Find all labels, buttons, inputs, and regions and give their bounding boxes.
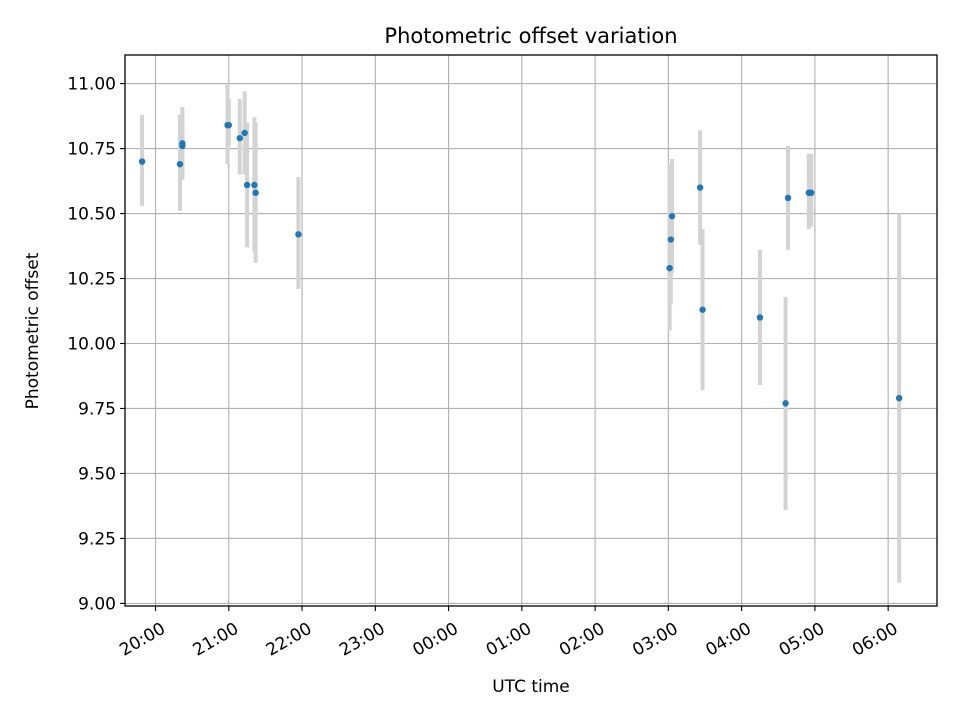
data-point <box>666 264 673 272</box>
y-tick-label: 9.50 <box>78 464 116 484</box>
y-tick-label: 9.25 <box>78 529 116 549</box>
data-point <box>668 212 676 220</box>
y-axis-ticks: 9.00 9.25 9.50 9.75 10.00 10.25 10.50 10.75 11.0… <box>67 75 125 614</box>
data-point <box>895 394 903 402</box>
data-point <box>241 129 248 137</box>
y-axis-label: Photometric offset <box>23 252 43 409</box>
y-tick-label: 10.50 <box>67 205 116 225</box>
x-tick-label: 20:00 <box>116 619 168 661</box>
data-point <box>179 142 186 150</box>
y-tick-label: 11.00 <box>67 75 116 95</box>
plot-frame <box>124 54 938 607</box>
chart-title: Photometric offset variation <box>384 24 677 48</box>
data-point <box>243 181 251 189</box>
x-tick-label: 00:00 <box>409 619 461 661</box>
data-point <box>251 181 258 189</box>
x-tick-label: 22:00 <box>263 619 315 661</box>
error-bars <box>140 83 902 583</box>
data-point <box>138 158 146 165</box>
x-tick-label: 23:00 <box>336 619 388 661</box>
data-point <box>176 160 184 168</box>
x-tick-label: 05:00 <box>776 619 828 661</box>
data-point <box>252 189 259 196</box>
y-tick-label: 9.00 <box>78 594 116 614</box>
x-tick-label: 03:00 <box>629 619 681 661</box>
data-point <box>784 194 792 202</box>
data-point <box>667 236 675 243</box>
data-point <box>295 231 302 238</box>
data-point <box>236 134 243 142</box>
data-point <box>699 306 706 313</box>
data-points <box>138 121 903 407</box>
y-tick-label: 9.75 <box>78 399 116 419</box>
data-point <box>225 121 232 129</box>
x-tick-label: 06:00 <box>849 619 901 661</box>
data-point <box>782 400 789 407</box>
data-point <box>756 314 764 321</box>
x-tick-label: 01:00 <box>483 619 535 661</box>
grid-lines <box>125 55 937 606</box>
x-axis-ticks: 20:00 21:00 22:00 23:00 00:00 01:00 02:00 03:00… <box>116 606 901 661</box>
x-axis-label: UTC time <box>492 677 570 697</box>
x-tick-label: 04:00 <box>702 619 754 661</box>
y-tick-label: 10.25 <box>67 270 116 290</box>
y-tick-label: 10.00 <box>67 334 116 354</box>
x-tick-label: 21:00 <box>190 619 242 661</box>
data-point <box>808 189 815 196</box>
x-tick-label: 02:00 <box>556 619 608 661</box>
data-point <box>696 184 704 191</box>
y-tick-label: 10.75 <box>67 140 116 160</box>
